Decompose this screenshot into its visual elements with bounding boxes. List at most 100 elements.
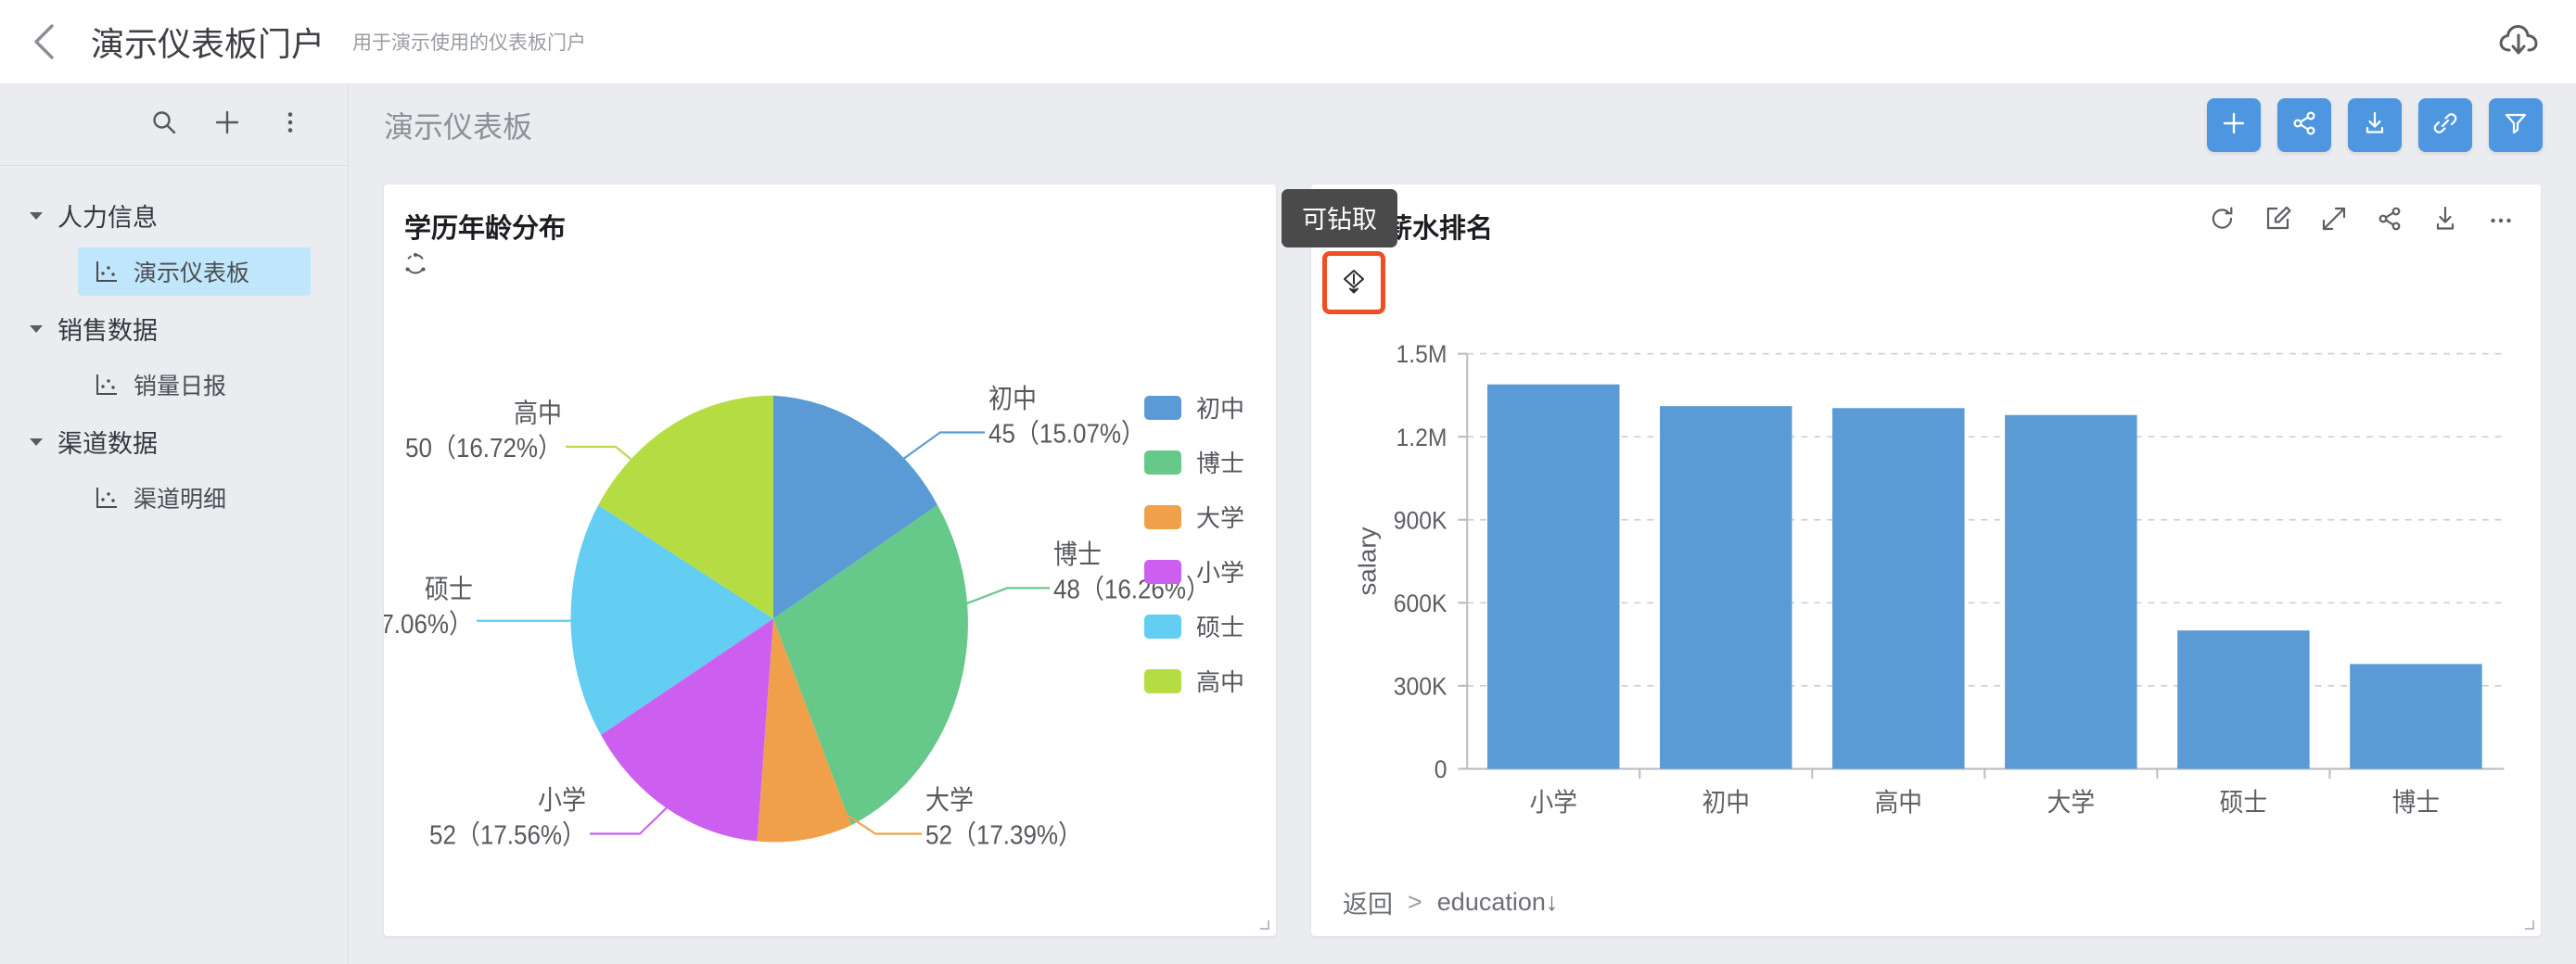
dashboard-title: 演示仪表板	[384, 110, 533, 144]
pie-slice-boshi[interactable]	[773, 504, 968, 826]
x-tick-label: 初中	[1702, 788, 1750, 817]
sidebar-group-label: 销售数据	[57, 316, 158, 345]
pie-drill-wrap	[384, 246, 1276, 281]
pie-chart-svg[interactable]: 初中 45（15.07%） 博士 48（16.26%） 大学 52（17.39%…	[384, 281, 1276, 936]
resize-handle[interactable]	[2519, 915, 2534, 930]
gridlines	[1467, 352, 2505, 687]
bar-chuzhong[interactable]	[1660, 406, 1792, 769]
pie-slices[interactable]	[570, 395, 968, 843]
leader-line-daxue	[835, 805, 922, 835]
legend-swatch	[1143, 450, 1181, 475]
bar-chart-area: 1.5M 1.2M 900K 600K 300K 0 salary	[1311, 314, 2541, 868]
sidebar-group-hr[interactable]: 人力信息	[0, 186, 348, 244]
legend-swatch	[1143, 504, 1181, 529]
y-tick-label: 0	[1435, 756, 1447, 783]
pie-label-chuzhong-value: 45（15.07%）	[988, 418, 1145, 449]
card-more-button[interactable]	[2485, 205, 2517, 236]
cloud-download-button[interactable]	[2493, 16, 2544, 68]
resize-handle[interactable]	[1255, 915, 1269, 930]
x-tick-label: 博士	[2392, 788, 2440, 817]
bar-xiaoxue[interactable]	[1486, 384, 1620, 769]
bar-chart-card: 城市薪水排名	[1311, 184, 2541, 936]
sidebar-item-label: 演示仪表板	[134, 260, 250, 286]
back-button[interactable]	[24, 21, 65, 62]
expand-icon	[2320, 205, 2348, 237]
pie-drill-button[interactable]	[401, 251, 430, 281]
legend-label: 硕士	[1195, 614, 1244, 641]
bar-gaozhong[interactable]	[1832, 408, 1965, 769]
edit-icon	[2264, 205, 2292, 237]
link-button[interactable]	[2418, 98, 2472, 152]
sidebar-item-channel-detail[interactable]: 渠道明细	[78, 474, 311, 522]
x-tick-labels: 小学 初中 高中 大学 硕士 博士	[1530, 788, 2441, 817]
pie-labels: 初中 45（15.07%） 博士 48（16.26%） 大学 52（17.39%…	[384, 384, 1210, 850]
refresh-icon	[2209, 205, 2237, 237]
download-icon	[2362, 110, 2388, 141]
page-subtitle: 用于演示使用的仪表板门户	[352, 32, 587, 54]
search-button[interactable]	[146, 107, 183, 144]
y-axis	[1458, 352, 1469, 770]
y-tick-label: 1.2M	[1396, 425, 1447, 451]
pie-label-shuoshi-name: 硕士	[425, 574, 473, 604]
chart-icon	[93, 484, 121, 512]
pie-label-daxue-name: 大学	[925, 785, 974, 816]
leader-line-chuzhong	[902, 431, 985, 461]
download-button[interactable]	[2348, 98, 2402, 152]
add-button[interactable]	[209, 107, 246, 144]
sidebar-item-label: 销量日报	[134, 374, 227, 400]
body-wrapper: 人力信息 演示仪表板 销售数据	[0, 84, 2576, 964]
legend-swatch	[1143, 614, 1181, 639]
leader-line-gaozhong	[566, 445, 652, 476]
pie-slice-shuoshi[interactable]	[570, 504, 773, 735]
bar-daxue[interactable]	[2005, 414, 2137, 769]
expand-button[interactable]	[2318, 205, 2350, 236]
tree-group-channel: 渠道数据 渠道明细	[0, 412, 348, 522]
pie-label-gaozhong-value: 50（16.72%）	[405, 433, 562, 463]
pie-slice-xiaoxue[interactable]	[601, 618, 773, 842]
chart-icon	[93, 258, 121, 285]
breadcrumb-current[interactable]: education↓	[1436, 887, 1559, 916]
share-icon	[2291, 110, 2317, 141]
edit-button[interactable]	[2263, 205, 2294, 236]
main-content: 演示仪表板	[349, 84, 2576, 964]
pie-slice-chuzhong[interactable]	[773, 395, 937, 619]
breadcrumb-separator: >	[1408, 887, 1422, 916]
share-button[interactable]	[2277, 98, 2331, 152]
plus-icon	[2221, 110, 2247, 141]
cards-container: 学历年龄分布	[349, 166, 2576, 964]
y-tick-label: 900K	[1394, 508, 1447, 535]
breadcrumb-back[interactable]: 返回	[1343, 890, 1393, 919]
legend-label: 初中	[1195, 395, 1244, 423]
chart-icon	[93, 371, 121, 399]
legend-item-xiaoxue[interactable]: 小学	[1143, 554, 1244, 589]
sidebar-item-sales-daily[interactable]: 销量日报	[78, 361, 311, 409]
add-widget-button[interactable]	[2207, 98, 2261, 152]
sidebar-more-button[interactable]	[272, 107, 309, 144]
pie-chart-card: 学历年龄分布	[384, 184, 1276, 936]
bar-shuoshi[interactable]	[2177, 630, 2310, 769]
legend-item-shuoshi[interactable]: 硕士	[1143, 609, 1244, 643]
refresh-button[interactable]	[2207, 205, 2238, 236]
x-tick-label: 大学	[2047, 788, 2095, 817]
legend-item-boshi[interactable]: 博士	[1143, 445, 1244, 479]
card-share-button[interactable]	[2374, 205, 2405, 236]
legend-item-daxue[interactable]: 大学	[1143, 500, 1244, 534]
sidebar-group-sales[interactable]: 销售数据	[0, 299, 348, 357]
more-vertical-icon	[276, 108, 304, 141]
bars[interactable]	[1486, 384, 2482, 769]
leader-line-boshi	[958, 587, 1050, 608]
sidebar-item-demo-dashboard[interactable]: 演示仪表板	[78, 247, 311, 296]
bar-drill-button[interactable]	[1322, 251, 1385, 314]
bar-boshi[interactable]	[2350, 664, 2482, 769]
pie-slice-daxue[interactable]	[757, 618, 852, 843]
pie-slice-gaozhong[interactable]	[598, 395, 773, 619]
legend-item-chuzhong[interactable]: 初中	[1143, 390, 1244, 425]
card-download-button[interactable]	[2429, 205, 2461, 236]
caret-down-icon	[24, 429, 48, 453]
legend-item-gaozhong[interactable]: 高中	[1143, 664, 1244, 698]
legend-swatch	[1143, 559, 1181, 584]
filter-button[interactable]	[2489, 98, 2543, 152]
y-tick-label: 600K	[1394, 590, 1447, 617]
sidebar-group-channel[interactable]: 渠道数据	[0, 412, 348, 470]
bar-chart-svg[interactable]: 1.5M 1.2M 900K 600K 300K 0 salary	[1311, 314, 2541, 868]
